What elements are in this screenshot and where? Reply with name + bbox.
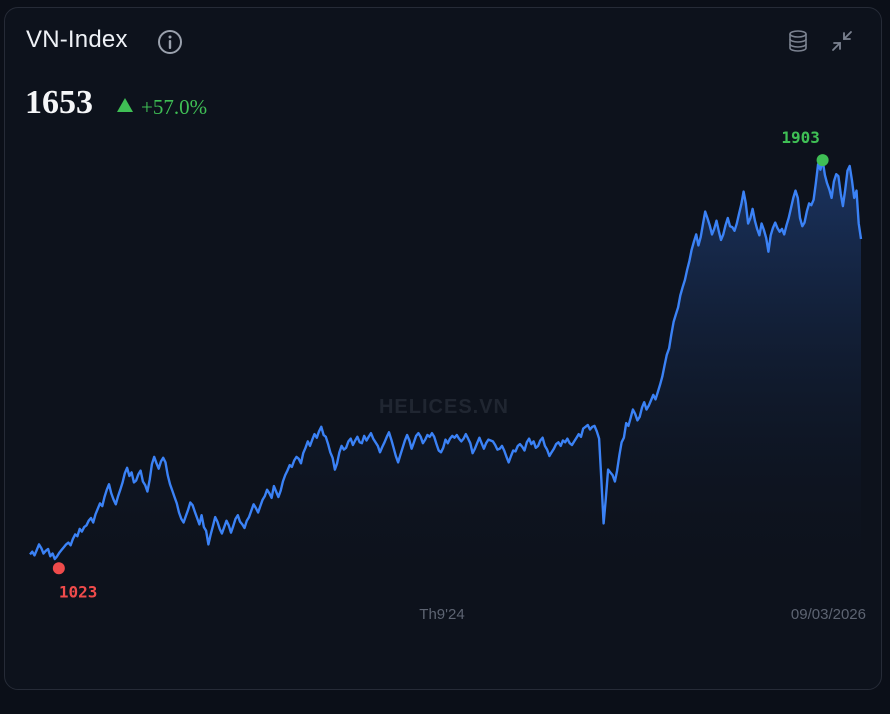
price-change: +57.0%: [141, 95, 208, 119]
min-point-marker: [52, 562, 65, 575]
x-tick-label-0: Th9'24: [419, 606, 464, 623]
database-icon[interactable]: [786, 29, 810, 53]
max-point-marker: [816, 154, 829, 167]
widget-title: VN-Index: [26, 26, 128, 53]
price-line: [29, 158, 863, 561]
min-point-label: 1023: [59, 582, 98, 601]
collapse-icon[interactable]: [830, 29, 854, 53]
x-tick-label-1: 09/03/2026: [791, 606, 866, 623]
price-area: [30, 160, 861, 598]
triangle-up-icon: [117, 98, 133, 112]
chart-watermark: HELICES.VN: [379, 396, 509, 418]
info-icon[interactable]: [157, 29, 183, 55]
max-point-label: 1903: [781, 128, 820, 147]
current-price: 1653: [25, 84, 93, 121]
